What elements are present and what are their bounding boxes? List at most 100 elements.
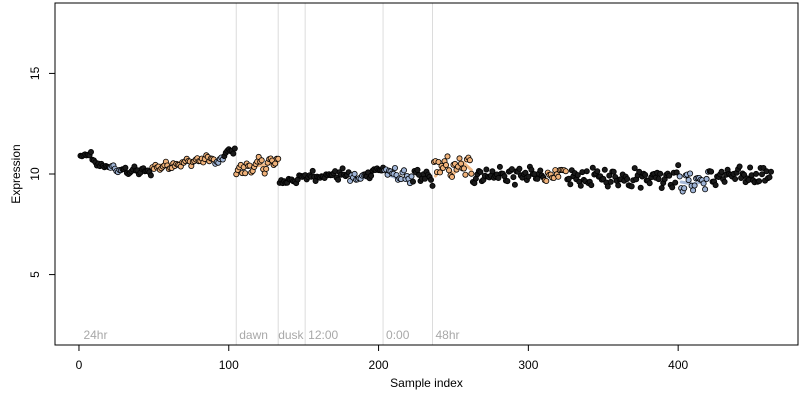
data-point xyxy=(351,170,358,177)
data-point xyxy=(642,171,649,178)
data-point xyxy=(666,172,673,179)
time-annotation: dawn xyxy=(239,328,268,342)
y-tick-label: 10 xyxy=(28,167,42,181)
data-point xyxy=(604,183,611,190)
data-point xyxy=(768,168,775,175)
data-point xyxy=(555,173,562,180)
data-point xyxy=(537,167,544,174)
data-point xyxy=(409,178,416,185)
data-point xyxy=(672,179,679,186)
data-point xyxy=(565,175,572,182)
data-point xyxy=(444,153,451,160)
data-point xyxy=(562,168,569,175)
data-point xyxy=(628,183,635,190)
data-point xyxy=(525,173,532,180)
data-point xyxy=(489,168,496,175)
data-point xyxy=(718,168,725,175)
data-point xyxy=(468,170,475,177)
data-point xyxy=(242,170,249,177)
data-point xyxy=(522,169,529,176)
data-point xyxy=(477,168,484,175)
data-point xyxy=(637,184,644,191)
data-point xyxy=(339,165,346,172)
data-point xyxy=(588,182,595,189)
data-point xyxy=(436,169,443,176)
data-point xyxy=(624,175,631,182)
data-point xyxy=(675,162,682,169)
data-point xyxy=(606,172,613,179)
data-point xyxy=(391,164,398,171)
data-point xyxy=(263,165,270,172)
y-tick-label: 5 xyxy=(28,271,42,278)
y-tick-label: 15 xyxy=(28,66,42,80)
data-point xyxy=(676,173,683,180)
data-point xyxy=(88,148,95,155)
data-point xyxy=(646,180,653,187)
data-point xyxy=(673,169,680,176)
time-annotation: 48hr xyxy=(435,328,459,342)
time-annotations: 24hr dawn dusk 12:00 0:00 48hr xyxy=(83,328,459,342)
data-point xyxy=(681,185,688,192)
x-tick-label: 100 xyxy=(219,358,239,372)
data-point xyxy=(702,186,709,193)
data-point xyxy=(466,157,473,164)
data-point xyxy=(496,163,503,170)
data-point xyxy=(759,171,766,178)
data-point xyxy=(601,166,608,173)
x-tick-label: 400 xyxy=(668,358,688,372)
data-point xyxy=(700,180,707,187)
data-point xyxy=(400,167,407,174)
data-point xyxy=(708,168,715,175)
data-point xyxy=(583,168,590,175)
data-point xyxy=(721,178,728,185)
data-point xyxy=(574,172,581,179)
data-point xyxy=(655,176,662,183)
data-point xyxy=(703,175,710,182)
data-point xyxy=(495,174,502,181)
data-point xyxy=(610,168,617,175)
data-point xyxy=(368,172,375,179)
data-point xyxy=(543,177,550,184)
data-point xyxy=(615,182,622,189)
data-point xyxy=(657,170,664,177)
data-point xyxy=(258,157,265,164)
data-point xyxy=(147,172,154,179)
time-annotation: 0:00 xyxy=(386,328,410,342)
data-point xyxy=(756,178,763,185)
x-tick-label: 0 xyxy=(76,358,83,372)
data-point xyxy=(429,182,436,189)
data-point xyxy=(462,171,469,178)
data-point xyxy=(510,174,517,181)
data-point xyxy=(766,174,773,181)
data-point xyxy=(516,165,523,172)
data-point xyxy=(685,177,692,184)
data-point xyxy=(483,166,490,173)
data-point xyxy=(712,182,719,189)
data-point xyxy=(732,175,739,182)
data-point xyxy=(427,176,434,183)
data-point xyxy=(442,161,449,168)
data-point xyxy=(534,175,541,182)
data-point xyxy=(230,150,237,157)
data-point xyxy=(408,173,415,180)
data-points xyxy=(77,145,775,195)
data-point xyxy=(309,167,316,174)
data-point xyxy=(122,164,129,171)
data-point xyxy=(460,165,467,172)
x-axis-title: Sample index xyxy=(390,376,463,390)
x-tick-label: 200 xyxy=(369,358,389,372)
data-point xyxy=(275,155,282,162)
time-annotation: dusk xyxy=(278,328,304,342)
x-tick-label: 300 xyxy=(518,358,538,372)
data-point xyxy=(335,176,342,183)
data-point xyxy=(504,178,511,185)
data-point xyxy=(687,170,694,177)
time-annotation: 12:00 xyxy=(308,328,338,342)
data-point xyxy=(753,170,760,177)
y-axis-title: Expression xyxy=(9,144,23,203)
y-axis: 5 10 15 xyxy=(28,66,55,278)
data-point xyxy=(414,166,421,173)
data-point xyxy=(445,167,452,174)
data-point xyxy=(511,181,518,188)
